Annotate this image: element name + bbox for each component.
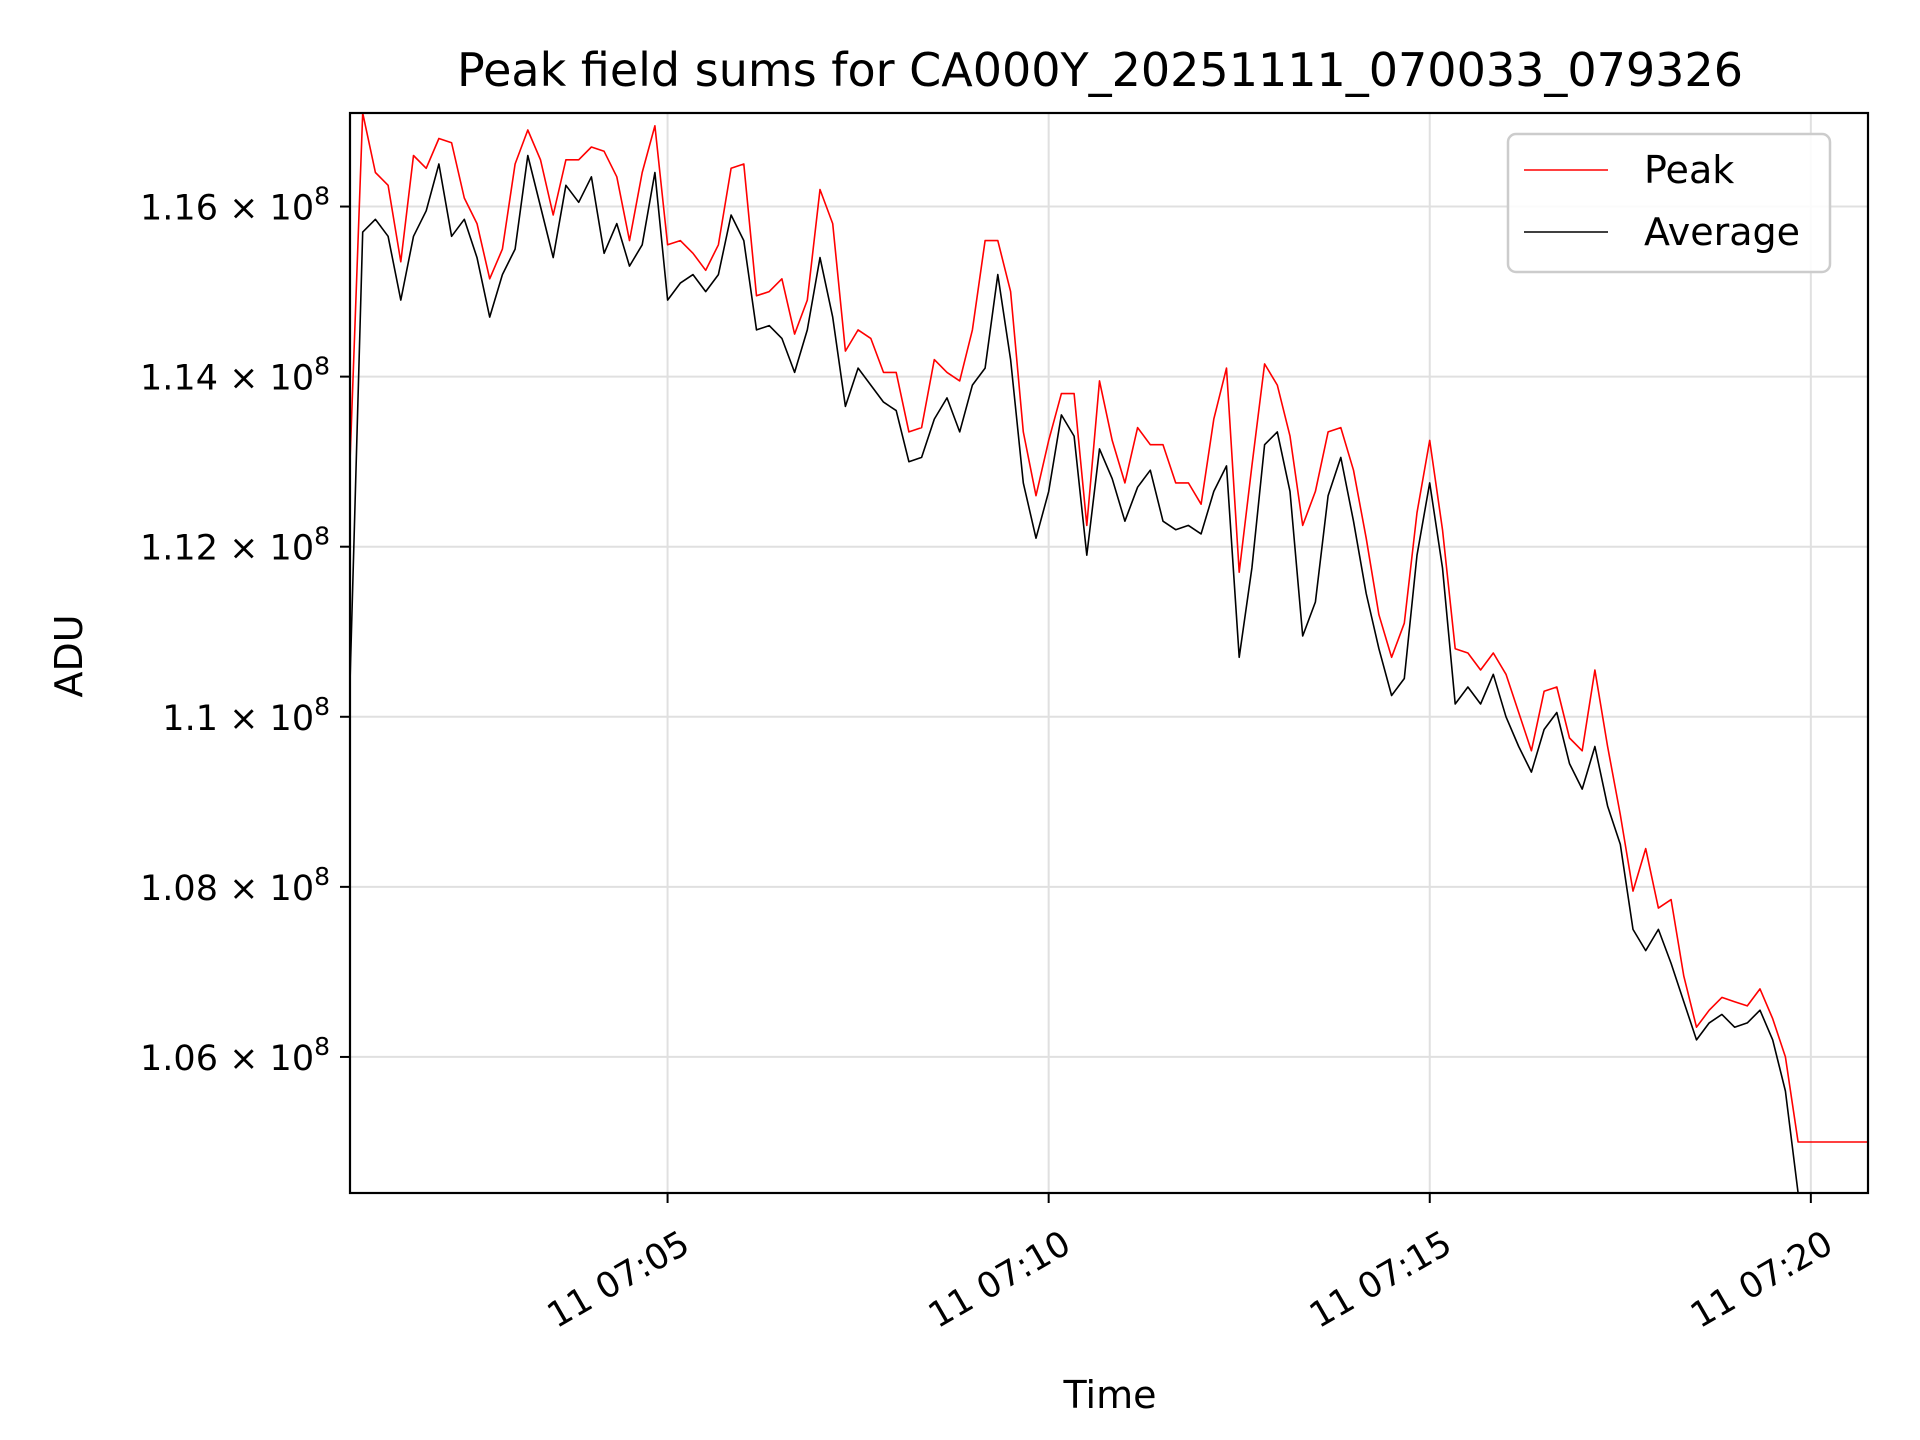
y-tick-mantissa: 1.06 [140, 1039, 218, 1079]
y-tick-mantissa: 1.1 [162, 699, 218, 739]
y-tick-mantissa: 1.14 [140, 359, 218, 399]
y-tick-base: × 10 [218, 529, 314, 569]
legend-box [1506, 132, 1832, 274]
chart-title: Peak field sums for CA000Y_20251111_0700… [457, 43, 1743, 97]
series-line-peak [350, 113, 1868, 1143]
y-tick-label: 1.12 × 108 [140, 522, 330, 569]
series-layer [350, 113, 1868, 1193]
y-tick-exponent: 8 [314, 352, 330, 381]
y-tick-exponent: 8 [314, 862, 330, 891]
series-line-average [350, 154, 1799, 1193]
y-tick-base: × 10 [218, 869, 314, 909]
y-tick-mantissa: 1.08 [140, 869, 218, 909]
y-tick-mantissa: 1.16 [140, 189, 218, 229]
y-tick-base: × 10 [218, 1039, 314, 1079]
y-tick-label: 1.14 × 108 [140, 352, 330, 399]
y-tick-base: × 10 [218, 189, 314, 229]
y-tick-label: 1.1 × 108 [162, 692, 330, 739]
y-tick-mantissa: 1.12 [140, 529, 218, 569]
y-tick-label: 1.08 × 108 [140, 862, 330, 909]
y-tick-exponent: 8 [314, 182, 330, 211]
legend: Peak Average [1506, 132, 1832, 274]
y-tick-exponent: 8 [314, 692, 330, 721]
x-axis-label: Time [1063, 1373, 1157, 1417]
y-tick-base: × 10 [218, 359, 314, 399]
y-tick-label: 1.06 × 108 [140, 1032, 330, 1079]
plot-frame [348, 111, 1870, 1195]
y-tick-label: 1.16 × 108 [140, 182, 330, 229]
legend-label: Peak [1644, 148, 1734, 192]
y-tick-exponent: 8 [314, 522, 330, 551]
y-tick-exponent: 8 [314, 1032, 330, 1061]
y-axis-label: ADU [47, 614, 91, 697]
y-tick-base: × 10 [218, 699, 314, 739]
legend-label: Average [1644, 210, 1800, 254]
